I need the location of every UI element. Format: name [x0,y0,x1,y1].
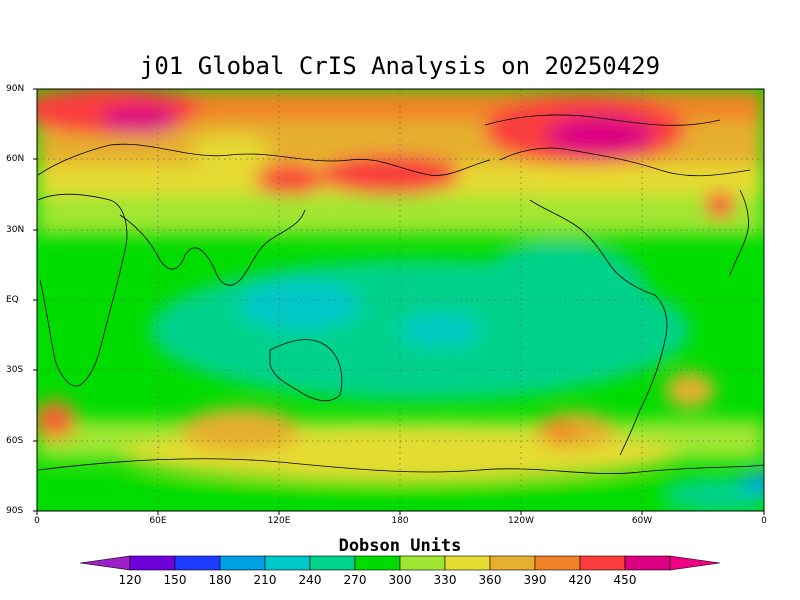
colorbar-swatch [399,555,446,571]
lat-label: 60S [6,436,24,446]
colorbar-swatch [354,555,401,571]
coastlines [37,114,764,474]
lon-label: 120W [507,516,535,526]
colorbar-tick-label: 120 [118,573,142,587]
lat-label: 90S [6,506,24,516]
colorbar-swatch [219,555,266,571]
page-title: j01 Global CrIS Analysis on 20250429 [139,52,661,80]
colorbar-tick-label: 450 [613,573,637,587]
colorbar-high-arrow [669,555,721,571]
colorbar-swatch [489,555,536,571]
colorbar-tick-label: 390 [523,573,547,587]
lat-label: 60N [6,154,25,164]
grid-lines [37,89,764,511]
colorbar-swatch [579,555,626,571]
lon-label: 180 [391,516,409,526]
lon-label: 120E [267,516,291,526]
colorbar-tick-label: 210 [253,573,277,587]
colorbar-swatch [264,555,311,571]
lon-label: 60E [149,516,167,526]
colorbar-swatch [534,555,581,571]
colorbar-tick-label: 240 [298,573,322,587]
axis-ticks [33,88,765,515]
lon-label: 60W [631,516,653,526]
colorbar-swatch [309,555,356,571]
lat-label: EQ [6,295,19,305]
lat-label: 30N [6,225,25,235]
colorbar-tick-label: 360 [478,573,502,587]
colorbar-tick-label: 330 [433,573,457,587]
colorbar-swatch [174,555,221,571]
colorbar-tick-label: 300 [388,573,412,587]
lat-label: 30S [6,365,24,375]
colorbar [79,555,721,571]
lat-label: 90N [6,84,25,94]
colorbar-tick-label: 270 [343,573,367,587]
colorbar-tick-label: 150 [163,573,187,587]
colorbar-units: Dobson Units [338,536,462,556]
lon-label: 0 [761,516,767,526]
colorbar-swatch [444,555,491,571]
colorbar-swatch [129,555,176,571]
colorbar-tick-label: 420 [568,573,592,587]
colorbar-tick-label: 180 [208,573,232,587]
colorbar-swatch [624,555,671,571]
lon-label: 0 [34,516,40,526]
colorbar-low-arrow [79,555,131,571]
